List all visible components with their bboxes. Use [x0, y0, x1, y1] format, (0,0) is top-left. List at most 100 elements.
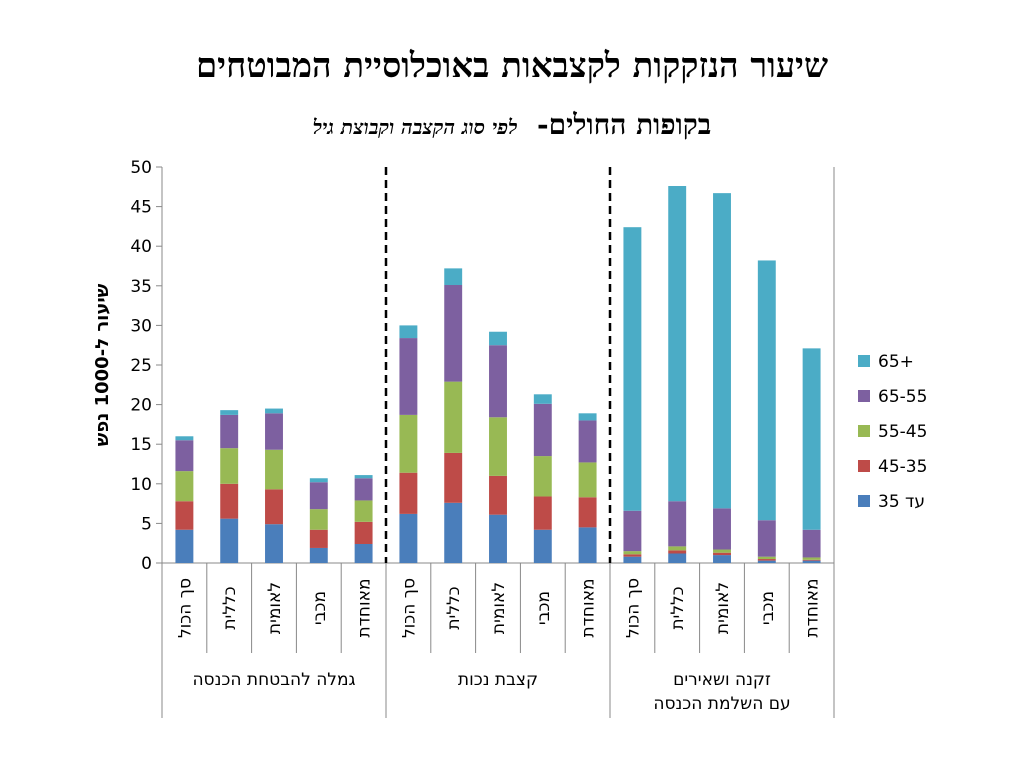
bar-segment	[220, 410, 239, 415]
chart-title-line2: בקופות החולים- לפי סוג הקצבה וקבוצת גיל	[0, 108, 1024, 142]
x-group-label: קצבת נכות	[458, 670, 538, 690]
y-tick-label: 35	[130, 277, 152, 297]
legend-swatch	[858, 460, 870, 472]
bar-segment	[757, 556, 776, 560]
bar-segment	[757, 520, 776, 557]
bar-segment	[220, 483, 239, 519]
y-tick-label: 0	[141, 554, 152, 574]
bar-segment	[533, 456, 552, 497]
bar-segment	[489, 514, 507, 563]
x-category-label: מאוחדת	[803, 578, 823, 637]
x-category-label: סך הכול	[399, 578, 419, 638]
x-category-label: סך הכול	[175, 578, 195, 638]
bar-segment	[444, 502, 463, 563]
bar-segment	[309, 529, 328, 548]
bar-segment	[713, 193, 731, 509]
x-category-label: כללית	[220, 586, 240, 629]
legend-label: עד 35	[878, 492, 925, 512]
chart-title-main: בקופות החולים-	[536, 108, 712, 141]
bar-segment	[309, 509, 328, 530]
bar-segment	[489, 417, 507, 476]
y-tick-label: 25	[130, 356, 152, 376]
x-category-label: מאוחדת	[355, 578, 375, 637]
bar-segment	[668, 186, 687, 502]
bar-segment	[578, 413, 597, 421]
x-category-label: סך הכול	[623, 578, 643, 638]
x-category-label: לאומית	[489, 582, 509, 634]
bar-segment	[220, 518, 239, 563]
bar-segment	[354, 500, 373, 522]
x-category-label: כללית	[668, 586, 688, 629]
bar-segment	[578, 527, 597, 563]
x-category-label: לאומית	[713, 582, 733, 634]
bar-segment	[309, 547, 328, 563]
bar-segment	[354, 475, 373, 479]
bar-segment	[533, 403, 552, 457]
legend-label: 45-35	[878, 457, 927, 477]
bar-segment	[668, 550, 687, 554]
bar-segment	[713, 552, 731, 556]
bar-segment	[399, 338, 418, 415]
bar-segment	[578, 497, 597, 528]
bar-segment	[533, 496, 552, 530]
bar-segment	[623, 556, 642, 563]
bar-segment	[623, 554, 642, 557]
bar-segment	[578, 462, 597, 498]
bar-segment	[489, 345, 507, 418]
x-group-label: גמלה להבטחת הכנסה	[192, 670, 355, 690]
bar-segment	[533, 394, 552, 404]
legend-swatch	[858, 390, 870, 402]
bar-segment	[309, 482, 328, 510]
bar-segment	[757, 260, 776, 521]
y-axis-title: שיעור ל-1000 נפש	[92, 283, 113, 446]
bar-segment	[399, 513, 418, 563]
bar-segment	[802, 529, 821, 558]
legend-swatch	[858, 495, 870, 507]
x-category-label: לאומית	[265, 582, 285, 634]
bar-segment	[175, 501, 194, 530]
bar-segment	[668, 546, 687, 551]
bar-segment	[802, 559, 821, 561]
bar-segment	[444, 268, 463, 286]
bar-segment	[399, 472, 418, 514]
x-category-label: מאוחדת	[579, 578, 599, 637]
legend-label: 65+	[878, 352, 914, 372]
y-tick-label: 5	[141, 514, 152, 534]
bar-segment	[623, 551, 642, 555]
y-tick-label: 40	[130, 237, 152, 257]
x-category-label: מכבי	[758, 591, 778, 625]
bar-segment	[802, 348, 821, 530]
y-tick-label: 15	[130, 435, 152, 455]
bar-segment	[220, 448, 239, 484]
bar-segment	[668, 553, 687, 563]
legend-label: 65-55	[878, 387, 927, 407]
bar-segment	[354, 478, 373, 501]
bar-segment	[309, 478, 328, 483]
x-group-label: עם השלמת הכנסה	[653, 694, 790, 714]
bar-segment	[623, 510, 642, 552]
bar-segment	[175, 440, 194, 472]
bar-segment	[265, 489, 283, 525]
x-category-label: מכבי	[310, 591, 330, 625]
bar-segment	[265, 408, 283, 414]
x-category-label: כללית	[444, 586, 464, 629]
bar-segment	[713, 549, 731, 553]
y-tick-label: 50	[130, 158, 152, 178]
bar-segment	[399, 414, 418, 473]
bar-segment	[265, 449, 283, 490]
bar-segment	[265, 524, 283, 563]
bar-segment	[354, 543, 373, 563]
bar-segment	[220, 414, 239, 449]
chart-subtitle: לפי סוג הקצבה וקבוצת גיל	[312, 115, 518, 139]
bar-segment	[668, 501, 687, 547]
bar-segment	[757, 559, 776, 561]
chart-title-line1: שיעור הנזקקות לקצבאות באוכלוסיית המבוטחי…	[195, 46, 829, 86]
bar-segment	[175, 471, 194, 502]
bar-segment	[444, 452, 463, 503]
bar-segment	[713, 508, 731, 550]
bar-segment	[802, 557, 821, 560]
x-group-label: זקנה ושאירים	[673, 670, 771, 690]
legend-swatch	[858, 425, 870, 437]
legend-swatch	[858, 355, 870, 367]
